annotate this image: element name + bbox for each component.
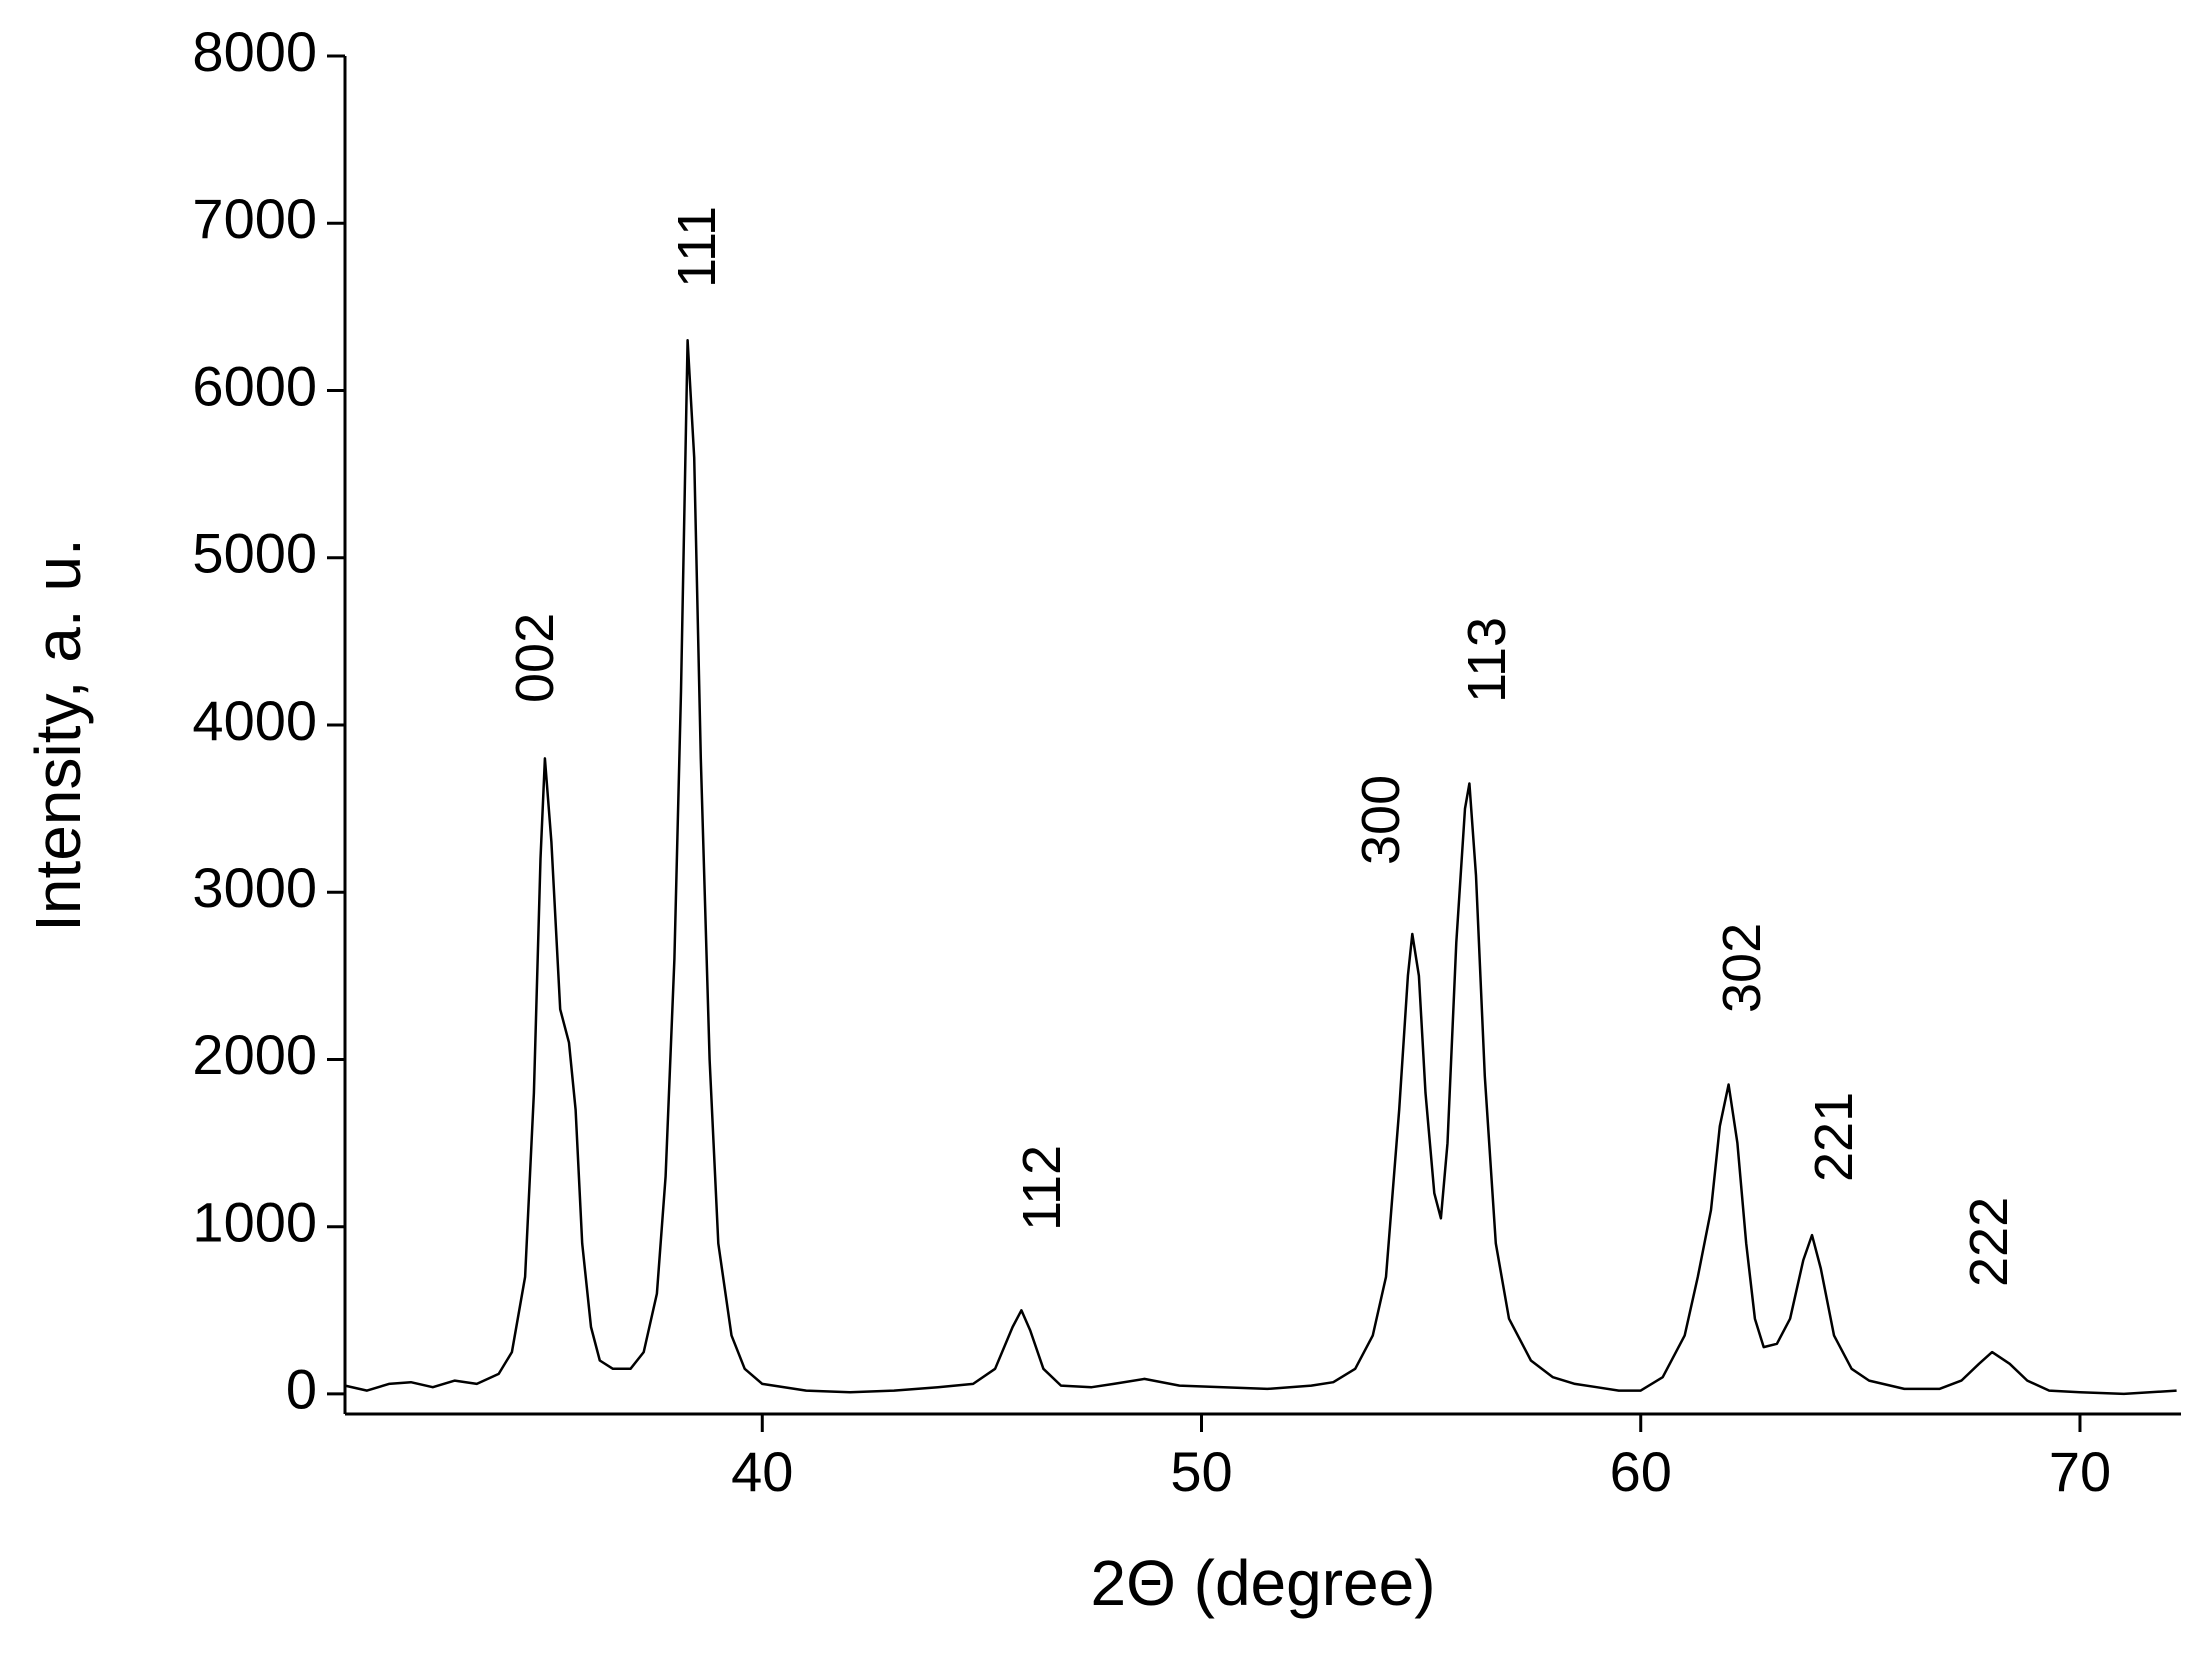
y-tick-label: 5000	[192, 522, 317, 585]
x-tick-label: 60	[1610, 1440, 1672, 1503]
y-tick-label: 6000	[192, 354, 317, 417]
y-tick-label: 2000	[192, 1023, 317, 1086]
peak-label: 002	[505, 613, 565, 703]
y-tick-label: 8000	[192, 20, 317, 83]
peak-label: 111	[667, 206, 727, 288]
y-tick-label: 0	[286, 1358, 317, 1421]
x-tick-label: 50	[1170, 1440, 1232, 1503]
peak-label: 221	[1804, 1092, 1864, 1182]
y-tick-label: 3000	[192, 856, 317, 919]
peak-label: 302	[1712, 923, 1772, 1013]
peak-label: 113	[1457, 617, 1517, 703]
y-tick-label: 7000	[192, 187, 317, 250]
y-axis-title: Intensity, a. u.	[22, 538, 94, 932]
y-tick-label: 4000	[192, 689, 317, 752]
y-tick-label: 1000	[192, 1190, 317, 1253]
x-axis-title: 2Θ (degree)	[1090, 1547, 1435, 1619]
x-tick-label: 40	[731, 1440, 793, 1503]
x-tick-label: 70	[2049, 1440, 2111, 1503]
peak-label: 300	[1351, 775, 1411, 865]
data-line	[344, 339, 2177, 1396]
peak-label: 112	[1012, 1145, 1072, 1231]
peak-label: 222	[1959, 1197, 2019, 1287]
